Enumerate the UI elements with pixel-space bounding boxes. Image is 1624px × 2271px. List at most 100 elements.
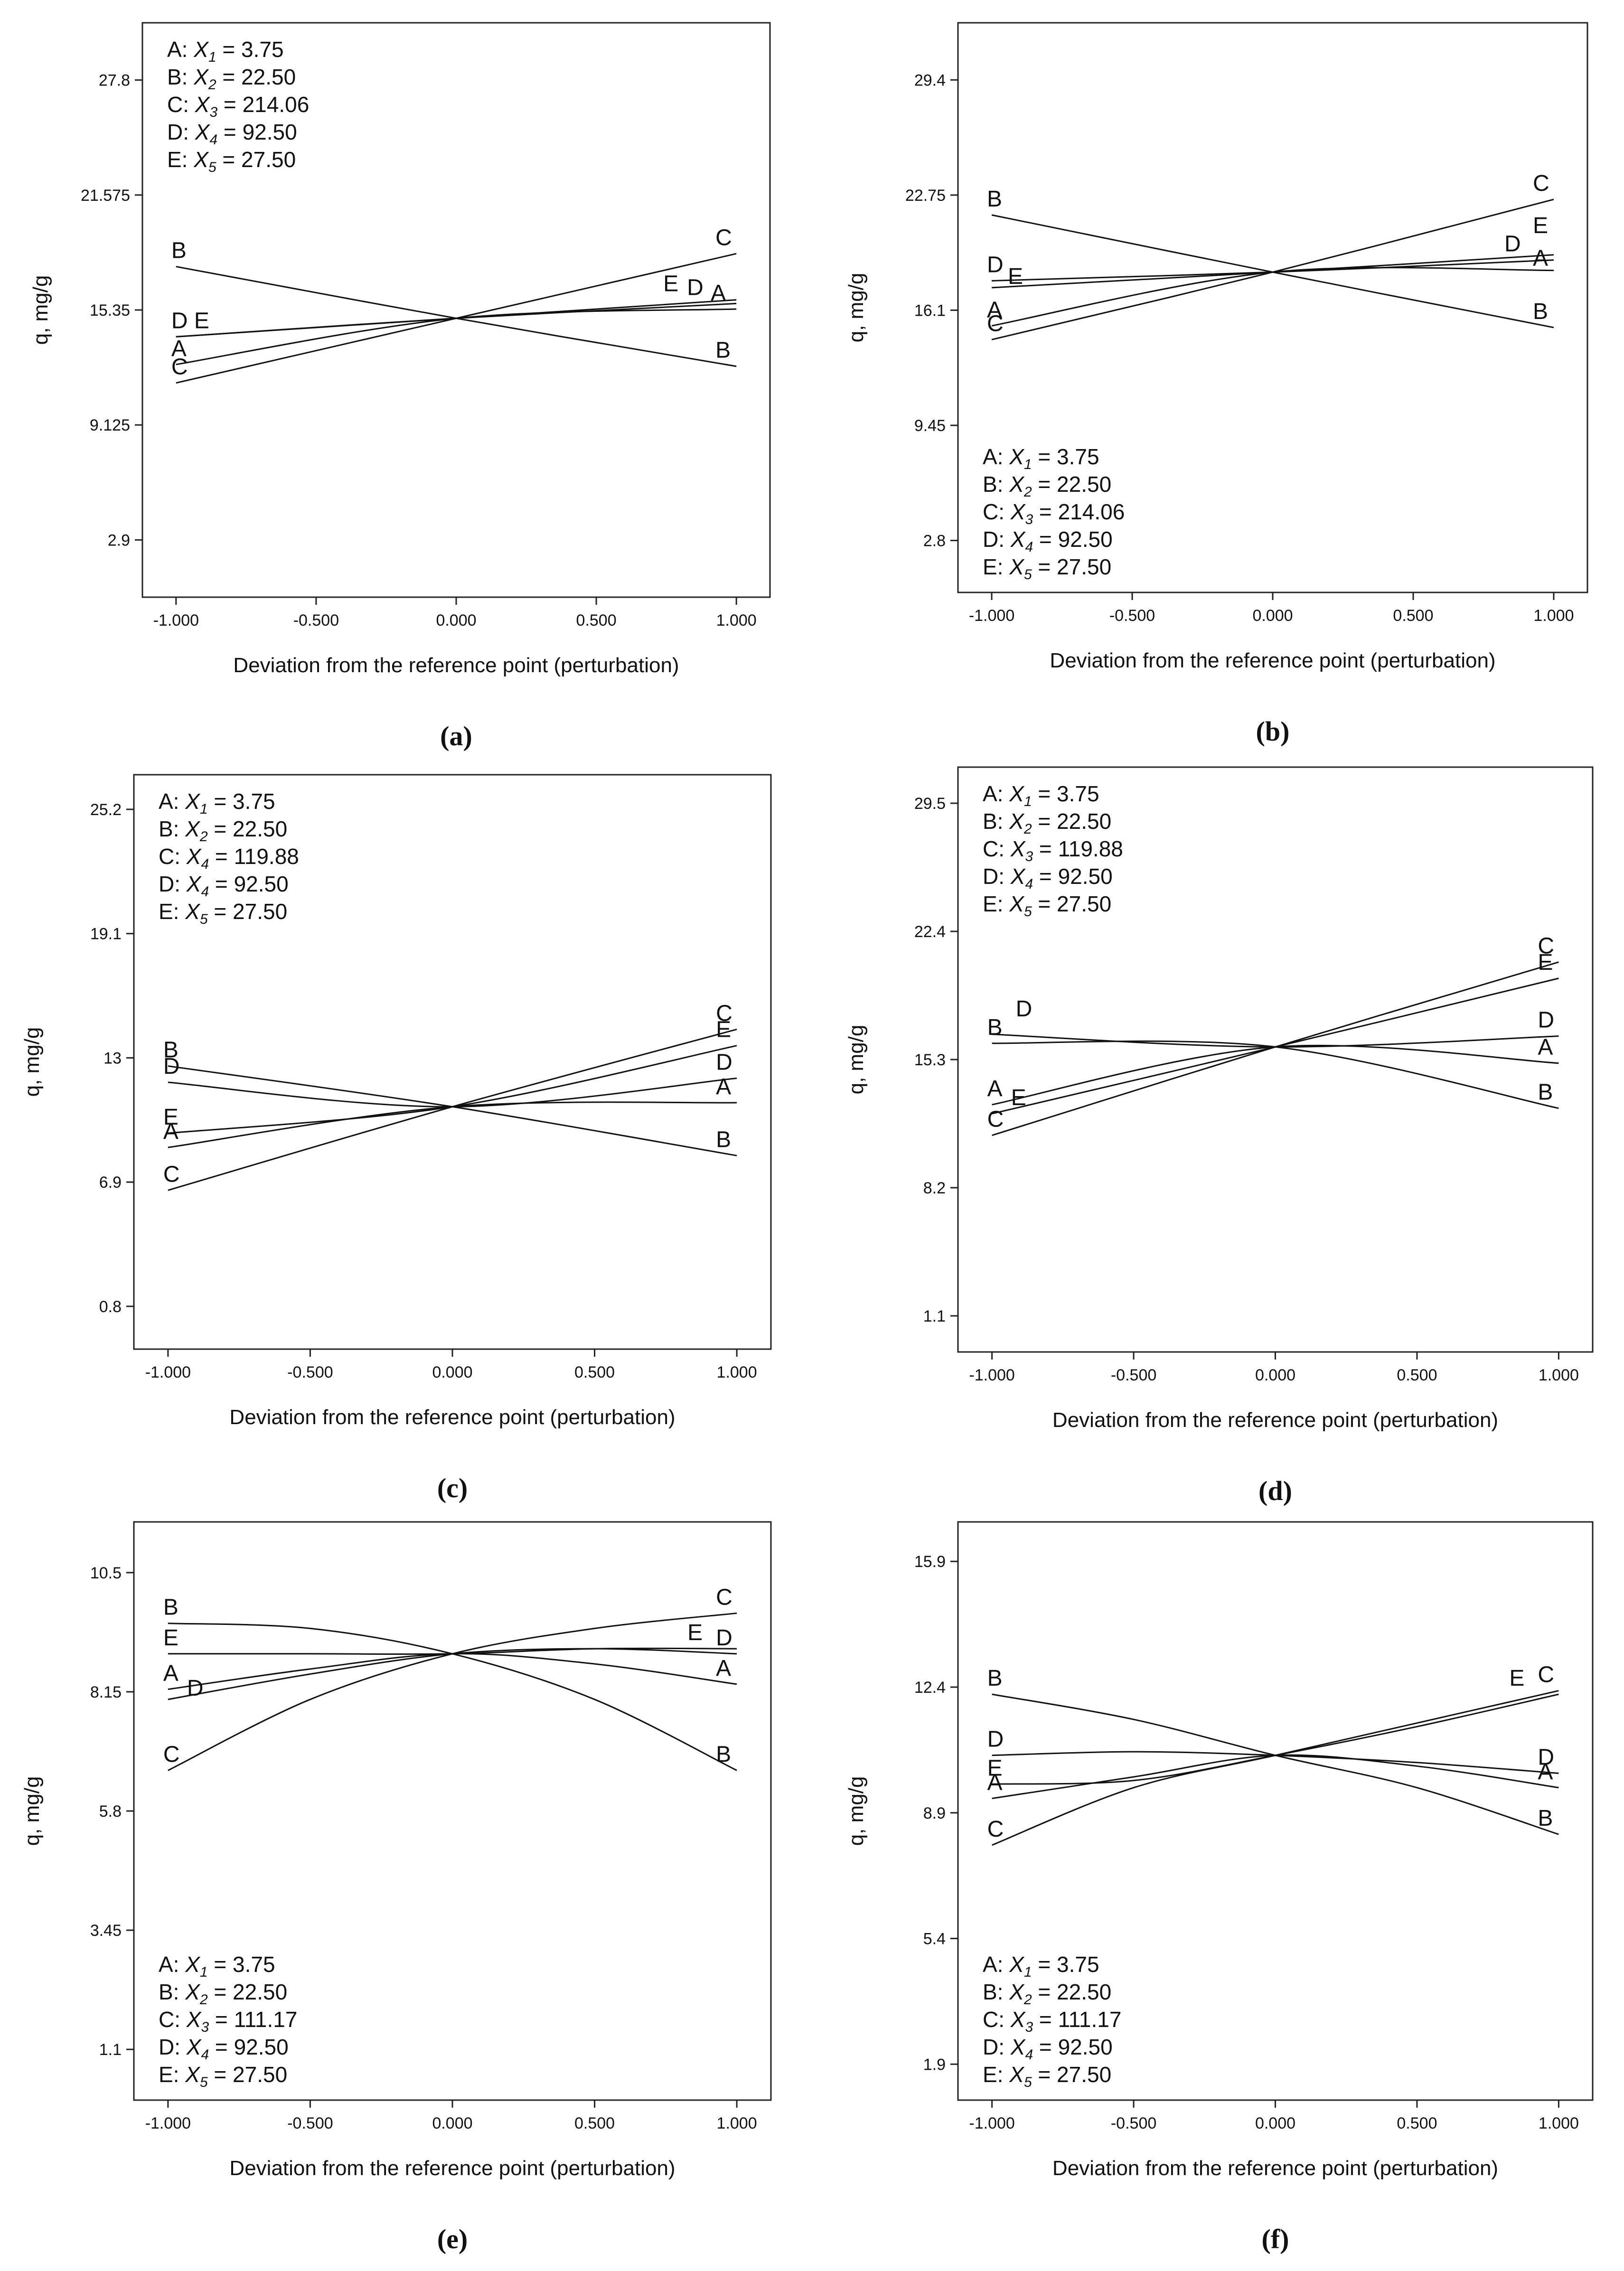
x-tick-label-e-0: -1.000 — [145, 2114, 191, 2132]
x-tick-label-e-3: 0.500 — [574, 2114, 615, 2132]
x-axis-title-d: Deviation from the reference point (pert… — [1052, 1408, 1498, 1432]
series-label-left-d-D: D — [1016, 996, 1033, 1022]
series-label-right-c-A: A — [716, 1074, 731, 1099]
x-tick-label-e-2: 0.000 — [432, 2114, 472, 2132]
legend-entry-c-1: B: X2 = 22.50 — [159, 816, 287, 845]
series-label-right-a-D: D — [687, 275, 704, 300]
legend-entry-e-2: C: X3 = 111.17 — [159, 2007, 297, 2035]
series-label-right-b-D: D — [1504, 232, 1521, 257]
x-tick-label-b-1: -0.500 — [1109, 607, 1155, 625]
series-line-d-B — [992, 1040, 1559, 1109]
series-label-right-f-E: E — [1509, 1666, 1524, 1691]
panel-label-a: (a) — [440, 721, 472, 751]
series-label-right-c-E: E — [716, 1017, 731, 1042]
series-label-left-b-E: E — [1008, 264, 1023, 289]
series-label-right-a-C: C — [715, 225, 732, 250]
x-axis-title-e: Deviation from the reference point (pert… — [229, 2157, 675, 2180]
legend-entry-b-3: D: X4 = 92.50 — [983, 527, 1113, 555]
series-line-c-E — [168, 1045, 737, 1134]
y-tick-label-e-2: 5.8 — [99, 1802, 122, 1821]
x-tick-label-c-3: 0.500 — [574, 1363, 615, 1381]
series-label-right-b-B: B — [1533, 299, 1548, 324]
series-line-e-B — [168, 1623, 737, 1771]
legend-entry-f-2: C: X3 = 111.17 — [983, 2007, 1121, 2035]
legend-entry-d-2: C: X3 = 119.88 — [983, 836, 1123, 864]
series-line-b-D — [991, 259, 1554, 282]
series-label-left-b-D: D — [987, 252, 1004, 277]
series-line-b-C — [991, 198, 1554, 340]
y-tick-label-a-0: 27.8 — [99, 72, 130, 90]
series-label-right-b-A: A — [1533, 246, 1548, 271]
series-label-right-d-B: B — [1538, 1080, 1553, 1105]
series-label-left-c-A: A — [163, 1119, 178, 1144]
series-label-right-a-E: E — [663, 272, 678, 297]
y-tick-label-e-1: 8.15 — [90, 1683, 122, 1701]
x-axis-title-b: Deviation from the reference point (pert… — [1050, 649, 1495, 672]
x-tick-label-e-1: -0.500 — [287, 2114, 333, 2132]
series-label-right-e-D: D — [716, 1625, 732, 1651]
y-axis-title-d: q, mg/g — [845, 1025, 868, 1095]
series-line-b-A — [991, 267, 1554, 327]
series-label-right-f-C: C — [1538, 1662, 1554, 1688]
legend-entry-f-3: D: X4 = 92.50 — [983, 2035, 1113, 2063]
series-line-b-E — [991, 254, 1554, 289]
panel-e: 10.5 8.15 5.8 3.45 1.1 -1.000 -0.500 0.000 0.500… — [20, 1521, 772, 2254]
legend-entry-a-2: C: X3 = 214.06 — [167, 92, 309, 120]
y-tick-label-d-1: 22.4 — [914, 923, 946, 941]
series-label-left-e-C: C — [163, 1742, 180, 1767]
x-tick-label-f-3: 0.500 — [1397, 2114, 1437, 2132]
panel-c: 25.2 19.1 13 6.9 0.8 -1.000 -0.500 0.000 0.500 1.… — [20, 774, 772, 1503]
panel-f: 15.9 12.4 8.9 5.4 1.9 -1.000 -0.500 0.000 0.500 1… — [845, 1521, 1594, 2254]
x-tick-label-e-4: 1.000 — [717, 2114, 757, 2132]
series-label-left-d-E: E — [1011, 1085, 1026, 1110]
y-axis-title-b: q, mg/g — [845, 273, 868, 343]
x-tick-label-f-2: 0.000 — [1255, 2114, 1295, 2132]
series-line-e-C — [168, 1612, 737, 1771]
legend-entry-c-3: D: X4 = 92.50 — [159, 872, 289, 900]
series-line-d-C — [992, 961, 1559, 1136]
y-tick-label-e-0: 10.5 — [90, 1564, 122, 1582]
series-label-right-e-B: B — [716, 1742, 731, 1767]
y-tick-label-f-0: 15.9 — [914, 1553, 946, 1571]
x-axis-title-f: Deviation from the reference point (pert… — [1052, 2157, 1498, 2180]
series-label-right-b-C: C — [1533, 171, 1549, 196]
panel-label-e: (e) — [437, 2224, 468, 2254]
legend-a: A: X1 = 3.75B: X2 = 22.50C: X3 = 214.06D… — [167, 37, 309, 175]
y-tick-label-c-0: 25.2 — [90, 801, 122, 819]
x-tick-label-d-4: 1.000 — [1539, 1366, 1579, 1384]
legend-entry-d-3: D: X4 = 92.50 — [983, 864, 1113, 892]
legend-entry-c-2: C: X4 = 119.88 — [159, 844, 299, 872]
series-label-right-d-C: C — [1538, 934, 1554, 959]
y-tick-label-d-0: 29.5 — [914, 795, 946, 813]
y-tick-label-e-4: 1.1 — [99, 2041, 122, 2059]
x-tick-label-c-0: -1.000 — [145, 1363, 191, 1381]
panel-label-f: (f) — [1262, 2224, 1289, 2254]
series-label-left-f-A: A — [987, 1770, 1003, 1795]
legend-entry-d-0: A: X1 = 3.75 — [983, 781, 1099, 809]
x-tick-label-a-0: -1.000 — [153, 611, 199, 629]
series-line-c-B — [168, 1065, 737, 1156]
series-label-right-c-D: D — [716, 1050, 732, 1075]
series-label-left-b-B: B — [987, 187, 1002, 212]
y-tick-label-a-2: 15.35 — [90, 301, 130, 319]
series-label-left-c-C: C — [163, 1162, 180, 1187]
legend-c: A: X1 = 3.75B: X2 = 22.50C: X4 = 119.88D… — [159, 789, 299, 927]
y-tick-label-a-1: 21.575 — [81, 187, 130, 205]
panel-d: 29.5 22.4 15.3 8.2 1.1 -1.000 -0.500 0.000 0.500… — [845, 766, 1594, 1506]
series-line-d-A — [992, 1044, 1559, 1106]
panel-label-d: (d) — [1258, 1475, 1292, 1506]
legend-entry-a-3: D: X4 = 92.50 — [167, 120, 297, 148]
series-label-right-d-D: D — [1538, 1008, 1554, 1033]
y-tick-label-d-2: 15.3 — [914, 1051, 946, 1069]
series-label-right-b-E: E — [1533, 213, 1548, 238]
legend-entry-a-4: E: X5 = 27.50 — [167, 147, 296, 175]
legend-entry-b-2: C: X3 = 214.06 — [983, 499, 1125, 527]
legend-entry-d-4: E: X5 = 27.50 — [983, 892, 1111, 920]
series-line-a-E — [176, 299, 737, 338]
x-tick-label-b-4: 1.000 — [1533, 607, 1574, 625]
legend-d: A: X1 = 3.75B: X2 = 22.50C: X3 = 119.88D… — [983, 781, 1123, 920]
series-label-left-e-B: B — [163, 1595, 178, 1620]
x-tick-label-c-2: 0.000 — [432, 1363, 472, 1381]
